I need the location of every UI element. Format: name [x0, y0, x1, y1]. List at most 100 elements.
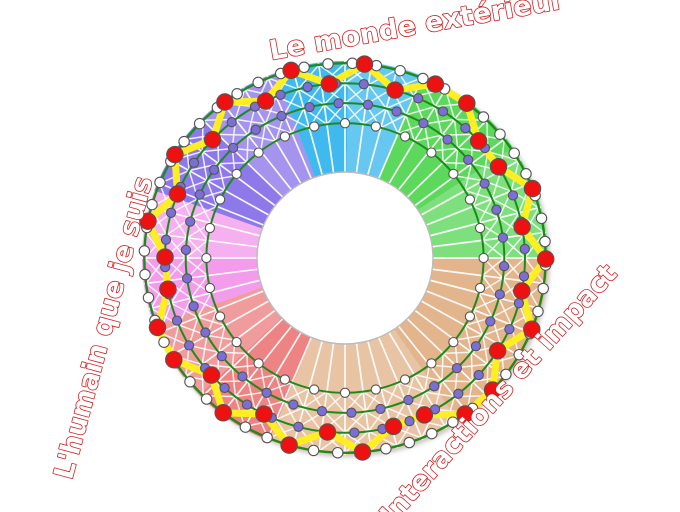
node-ring-inner-7: [339, 387, 351, 398]
node-ring-outer-46: [508, 147, 520, 159]
web-line: [303, 407, 323, 432]
node-ring-outer-4: [500, 368, 512, 381]
label-outer-world: Le monde extérieur: [267, 0, 567, 67]
web-line: [454, 334, 484, 341]
node-major-0: [320, 75, 339, 93]
web-line: [405, 114, 416, 142]
web-line: [143, 257, 168, 282]
node-ring-outer-1: [532, 305, 544, 318]
web-line: [344, 102, 364, 125]
web-line: [457, 363, 488, 369]
node-ring-inner-2: [464, 311, 476, 322]
node-ring-third-14: [219, 382, 230, 394]
node-ring-second-28: [418, 118, 429, 129]
node-ring-second-32: [491, 204, 502, 215]
web-line: [259, 364, 267, 393]
node-ring-outer-24: [139, 268, 151, 281]
radial-line: [406, 318, 490, 398]
web-line: [441, 135, 444, 163]
node-ring-inner-16: [214, 194, 226, 205]
node-ring-outer-30: [178, 135, 190, 148]
node-ring-second-23: [276, 110, 287, 122]
node-ring-inner-24: [426, 147, 437, 158]
node-ring-inner-25: [448, 168, 459, 180]
web-line: [170, 302, 199, 318]
node-ring-third-23: [188, 157, 200, 168]
radial-line: [397, 325, 470, 415]
node-ring-outer-33: [231, 88, 243, 100]
node-major-11: [523, 320, 541, 339]
label-the-human-i-am: L'humain que je suis: [48, 173, 159, 482]
node-ring-second-16: [181, 273, 193, 284]
web-line: [158, 183, 172, 214]
web-line: [283, 387, 310, 402]
node-major-6: [489, 157, 508, 176]
node-ring-third-16: [183, 340, 195, 351]
radial-line: [388, 86, 448, 184]
node-major-20: [255, 405, 273, 423]
node-ring-second-14: [200, 327, 211, 338]
web-line: [441, 353, 444, 381]
node-ring-third-21: [165, 207, 177, 218]
node-ring-second-6: [403, 394, 414, 406]
web-line: [267, 426, 299, 439]
node-ring-inner-14: [201, 252, 212, 264]
web-line: [202, 147, 233, 153]
radial-line: [291, 67, 324, 176]
web-line: [344, 430, 370, 454]
network-nodes: [138, 55, 555, 461]
node-major-33: [282, 61, 300, 80]
node-ring-outer-16: [239, 421, 252, 433]
web-line: [423, 364, 431, 393]
node-major-18: [318, 423, 337, 441]
web-line: [414, 134, 443, 142]
web-line: [453, 119, 459, 149]
node-major-25: [159, 280, 177, 298]
web-line: [491, 198, 520, 214]
node-ring-inner-26: [464, 194, 476, 205]
radial-line: [168, 158, 270, 216]
node-ring-second-4: [451, 362, 463, 374]
web-line: [275, 406, 305, 421]
node-ring-second-12: [237, 371, 248, 382]
node-ring-inner-21: [339, 118, 351, 129]
arc-ring-1: [184, 102, 506, 414]
web-line: [265, 123, 293, 135]
radial-line: [425, 181, 533, 226]
node-ring-outer-41: [417, 72, 429, 85]
web-line: [424, 391, 455, 398]
node-major-19: [280, 436, 298, 454]
web-line: [201, 151, 208, 181]
node-ring-third-20: [160, 234, 172, 245]
web-line: [323, 410, 346, 434]
web-line: [235, 118, 266, 125]
node-ring-third-33: [437, 106, 449, 117]
radial-line: [414, 137, 507, 207]
node-ring-second-17: [180, 244, 192, 256]
radial-line: [220, 325, 293, 415]
web-line: [344, 410, 367, 434]
node-ring-outer-49: [535, 212, 548, 225]
web-line: [185, 239, 209, 259]
node-ring-second-3: [470, 341, 482, 352]
node-ring-third-27: [275, 89, 286, 100]
node-major-1: [355, 55, 374, 73]
node-ring-inner-11: [231, 336, 242, 348]
node-ring-outer-10: [380, 442, 392, 455]
node-ring-second-29: [442, 134, 453, 145]
node-ring-third-9: [349, 427, 360, 438]
web-line: [190, 275, 209, 299]
node-major-24: [148, 318, 167, 337]
node-ring-third-5: [453, 388, 464, 399]
node-ring-second-1: [494, 289, 505, 300]
web-line: [201, 335, 208, 365]
node-ring-outer-21: [158, 336, 170, 348]
node-major-7: [523, 179, 542, 198]
node-ring-outer-34: [252, 76, 264, 89]
node-ring-third-7: [404, 416, 415, 427]
node-ring-inner-15: [204, 222, 216, 234]
web-line: [247, 134, 276, 142]
node-ring-third-4: [473, 369, 484, 381]
radial-line: [377, 75, 424, 179]
node-ring-second-0: [498, 260, 510, 272]
